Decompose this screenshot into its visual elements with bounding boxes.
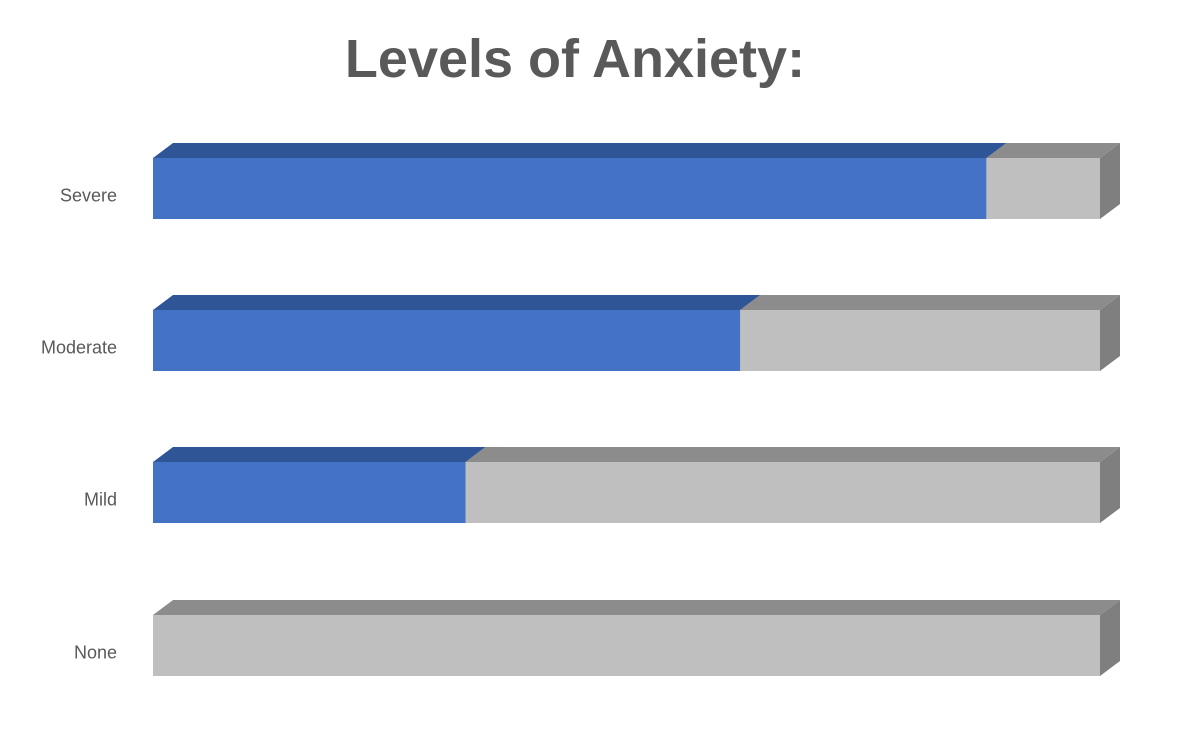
bar-value-mild [153, 462, 466, 523]
bar-value-top-moderate [153, 295, 761, 310]
category-label-none: None [74, 643, 117, 663]
bar-rest-top-severe [986, 143, 1120, 158]
bar-value-top-severe [153, 143, 1007, 158]
bar-side-severe [1100, 143, 1120, 219]
bar-value-moderate [153, 310, 741, 371]
bar-side-mild [1100, 447, 1120, 523]
bar-value-top-mild [153, 447, 486, 462]
bar-rest-top-moderate [740, 295, 1120, 310]
bar-rest-severe [986, 158, 1100, 219]
bar-rest-top-mild [465, 447, 1120, 462]
bar-value-severe [153, 158, 987, 219]
chart-title: Levels of Anxiety: [344, 29, 806, 89]
bar-rest-mild [465, 462, 1100, 523]
bar-rest-none [153, 615, 1100, 676]
category-label-severe: Severe [60, 186, 117, 206]
bar-side-moderate [1100, 295, 1120, 371]
bar-rest-top-none [153, 600, 1120, 615]
category-label-moderate: Moderate [41, 338, 117, 358]
bar-side-none [1100, 600, 1120, 676]
bar-rest-moderate [740, 310, 1100, 371]
category-label-mild: Mild [84, 490, 117, 510]
